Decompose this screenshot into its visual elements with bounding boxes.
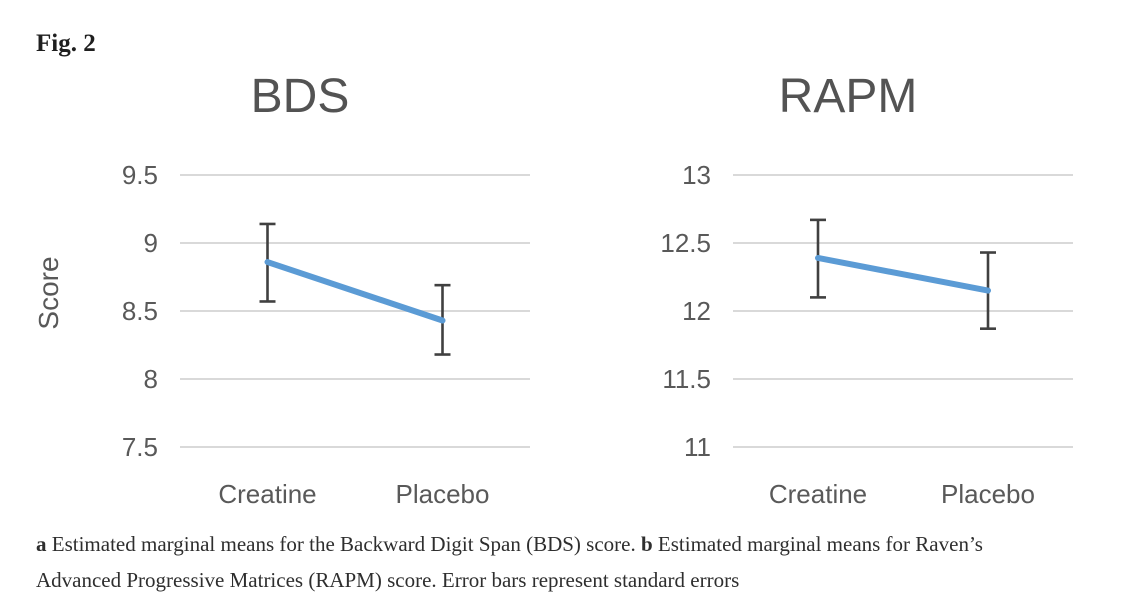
figure-label: Fig. 2 — [36, 30, 96, 57]
caption-part-b-label: b — [640, 532, 653, 556]
x-category-label: Placebo — [396, 479, 490, 509]
caption-part-b-text: Estimated marginal means for Raven’s Adv… — [36, 532, 983, 592]
y-tick-label: 13 — [682, 160, 711, 190]
y-tick-label: 8 — [144, 364, 158, 394]
series-line — [264, 259, 446, 324]
rapm-chart: RAPM 13 12.5 12 11.5 11 Creatine Placebo — [660, 70, 1073, 509]
series-line — [815, 254, 991, 294]
y-tick-label: 7.5 — [122, 432, 158, 462]
x-category-label: Creatine — [218, 479, 316, 509]
y-tick-label: 12 — [682, 296, 711, 326]
x-category-label: Placebo — [941, 479, 1035, 509]
figure-caption: a Estimated marginal means for the Backw… — [36, 526, 1046, 598]
caption-part-a-text: Estimated marginal means for the Backwar… — [51, 532, 636, 556]
y-axis-title: Score — [33, 256, 64, 329]
x-category-label: Creatine — [769, 479, 867, 509]
y-tick-label: 8.5 — [122, 296, 158, 326]
y-tick-label: 11.5 — [662, 364, 711, 394]
y-tick-label: 9 — [144, 228, 158, 258]
y-tick-label: 11 — [684, 432, 711, 462]
chart-title: RAPM — [779, 70, 918, 123]
chart-title: BDS — [251, 70, 350, 123]
bds-chart: BDS 9.5 9 8.5 8 7.5 Score Creatine Placebo — [33, 70, 530, 509]
caption-part-a-label: a — [36, 532, 47, 556]
y-tick-label: 9.5 — [122, 160, 158, 190]
y-tick-label: 12.5 — [660, 228, 711, 258]
